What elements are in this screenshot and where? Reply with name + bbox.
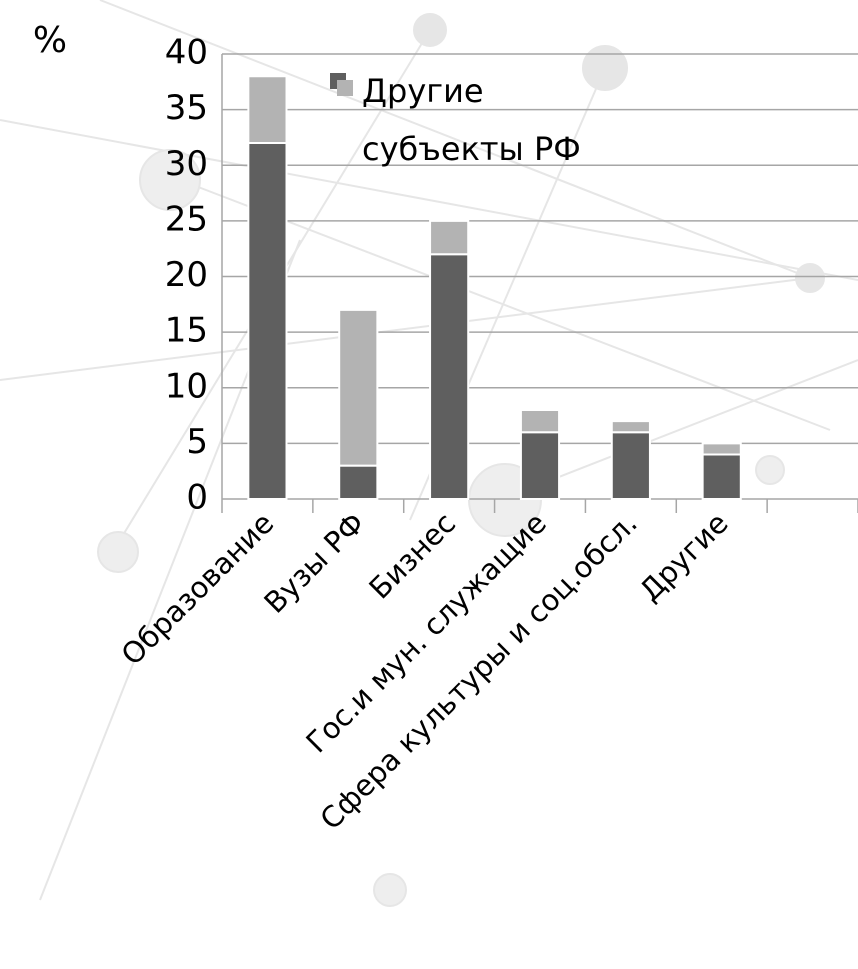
- bar-segment: [701, 453, 742, 500]
- y-tick-label: 25: [165, 199, 208, 239]
- bar-segment: [338, 308, 379, 467]
- x-tick-label: Вузы РФ: [257, 506, 371, 620]
- bar-segment: [610, 431, 651, 500]
- bar-segment: [610, 420, 651, 434]
- y-tick-label: 35: [165, 88, 208, 128]
- y-axis-label: %: [33, 20, 67, 61]
- x-tick-label: Образование: [115, 506, 281, 672]
- bar-segment: [519, 409, 561, 434]
- y-tick-label: 40: [165, 33, 208, 73]
- bar-segment: [247, 75, 288, 144]
- bar-segment: [429, 219, 470, 256]
- bar-segment: [701, 442, 742, 456]
- y-tick-label: 10: [165, 366, 208, 406]
- bar-segment: [429, 253, 470, 500]
- y-tick-label: 15: [165, 311, 208, 351]
- y-tick-label: 0: [186, 478, 208, 518]
- legend-swatch: [337, 80, 353, 96]
- x-tick-label: Другие: [633, 506, 735, 608]
- background-network: [0, 0, 858, 907]
- y-tick-label: 20: [165, 255, 208, 295]
- bar-segment: [519, 431, 561, 500]
- bar-segment: [338, 464, 379, 500]
- bar-segment: [247, 142, 288, 500]
- legend-label: Другие субъекты РФ: [362, 72, 581, 168]
- y-tick-label: 30: [165, 144, 208, 184]
- y-tick-label: 5: [186, 422, 208, 462]
